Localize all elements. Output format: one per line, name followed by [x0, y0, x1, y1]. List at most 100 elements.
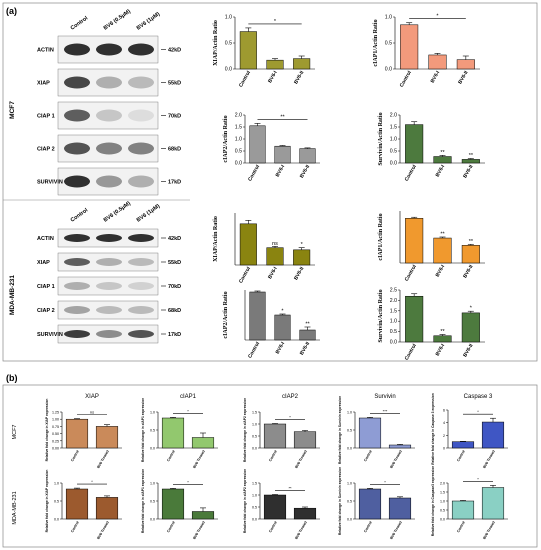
column-title: cIAP1: [180, 394, 197, 400]
size-marker: 42kD: [168, 236, 181, 242]
y-tick-label: 1.0: [225, 15, 232, 21]
y-tick-label: 1.0: [252, 494, 257, 498]
protein-label: ACTIN: [37, 236, 54, 242]
bracket-label: *: [187, 408, 189, 413]
x-tick-label: Control: [456, 449, 466, 462]
bar: [481, 487, 505, 520]
bar: [95, 497, 119, 520]
bracket-label: *: [289, 415, 291, 420]
y-tick-label: 2: [443, 434, 445, 438]
y-tick-label: 0.0: [235, 161, 242, 167]
size-marker: 55kD: [168, 260, 181, 266]
bar: [95, 426, 119, 449]
bar: [388, 497, 412, 520]
x-tick-label: Control: [268, 449, 278, 462]
protein-label: CIAP 2: [37, 308, 55, 314]
y-axis-label: Relative fold change in XIAP expression: [45, 399, 49, 462]
size-marker: 55kD: [168, 81, 181, 87]
y-tick-label: 0.5: [150, 429, 155, 433]
cell-line-label: MCF7: [9, 101, 16, 119]
y-tick-label: 0.5: [347, 429, 352, 433]
bar: [461, 312, 480, 343]
y-tick-label: 0.0: [440, 518, 445, 522]
significance-mark: ns: [272, 241, 278, 247]
y-tick-label: 1.0: [390, 137, 397, 143]
bar: [461, 159, 480, 164]
y-tick-label: 0.50: [52, 432, 59, 436]
y-axis-label: XIAP/Actin Ratio: [213, 20, 219, 66]
blot-band: [96, 142, 122, 155]
bar-chart-b3: 0.0 0.5 1.0 1.5 Relative fold change in cIAP…: [243, 398, 320, 469]
blot-band: [96, 234, 122, 242]
y-tick-label: 1.0: [385, 15, 392, 21]
bar: [451, 441, 475, 449]
bar: [481, 421, 505, 449]
bar: [266, 247, 284, 266]
column-title: Survivin: [374, 394, 395, 400]
y-tick-label: 0.0: [54, 518, 59, 522]
row-label: MCF7: [12, 425, 18, 440]
blot-band: [96, 258, 122, 266]
bracket-label: ***: [383, 408, 388, 413]
y-tick-label: 0.00: [52, 447, 59, 451]
bar: [249, 125, 266, 164]
bar: [293, 58, 311, 70]
blot-band: [96, 76, 122, 89]
bar: [433, 156, 452, 164]
bar: [428, 54, 447, 70]
significance-mark: **: [469, 153, 474, 159]
y-tick-label: 1.0: [440, 500, 445, 504]
significance-mark: *: [281, 309, 284, 315]
bracket-label: *: [91, 479, 93, 484]
bar: [293, 507, 317, 520]
blot-band: [128, 282, 154, 290]
y-tick-label: 0.0: [390, 340, 397, 346]
y-tick-label: 0.0: [252, 447, 257, 451]
bar: [263, 494, 287, 520]
x-tick-label: BV6-I: [275, 340, 287, 355]
y-tick-label: 1.5: [440, 491, 445, 495]
protein-label: SURVIVIN: [37, 180, 63, 186]
blot-band: [64, 234, 90, 242]
blot-band: [64, 330, 90, 338]
y-tick-label: 0.0: [347, 518, 352, 522]
y-tick-label: 6: [443, 409, 445, 413]
protein-label: CIAP 1: [37, 284, 55, 290]
y-tick-label: 0.5: [390, 329, 397, 335]
bar: [191, 511, 215, 520]
x-tick-label: BV6-I: [430, 69, 442, 84]
blot-band: [64, 175, 90, 188]
blot-band: [64, 109, 90, 122]
significance-mark: **: [440, 232, 445, 238]
y-axis-label: Relative fold change in Survivin express…: [338, 467, 342, 535]
bar: [451, 500, 475, 520]
y-tick-label: 2.0: [235, 113, 242, 119]
y-axis-label: Relative fold change in Survivin express…: [338, 396, 342, 464]
blot-band: [128, 306, 154, 314]
blot-band: [96, 330, 122, 338]
size-marker: 70kD: [168, 284, 181, 290]
y-axis-label: Relative fold change in cIAP2 expression: [243, 469, 247, 533]
protein-label: ACTIN: [37, 48, 54, 54]
bar: [293, 431, 317, 449]
bar: [191, 437, 215, 449]
y-tick-label: 0.0: [150, 518, 155, 522]
y-tick-label: 1.5: [390, 125, 397, 131]
bar: [388, 444, 412, 449]
y-axis-label: Survivin/Actin Ratio: [378, 112, 384, 165]
bar: [274, 314, 291, 341]
y-axis-label: Relative fold change in XIAP expression: [45, 470, 49, 533]
y-tick-label: 0.5: [225, 41, 232, 47]
bar: [358, 417, 382, 449]
bar: [263, 423, 287, 449]
column-title: Caspase 3: [464, 394, 493, 400]
size-marker: 42kD: [168, 48, 181, 54]
blot-band: [128, 330, 154, 338]
bar: [65, 418, 89, 449]
y-tick-label: 1.0: [252, 423, 257, 427]
y-tick-label: 2.5: [390, 288, 397, 294]
x-tick-label: BV6-I: [435, 342, 447, 357]
y-tick-label: 1.0: [150, 411, 155, 415]
